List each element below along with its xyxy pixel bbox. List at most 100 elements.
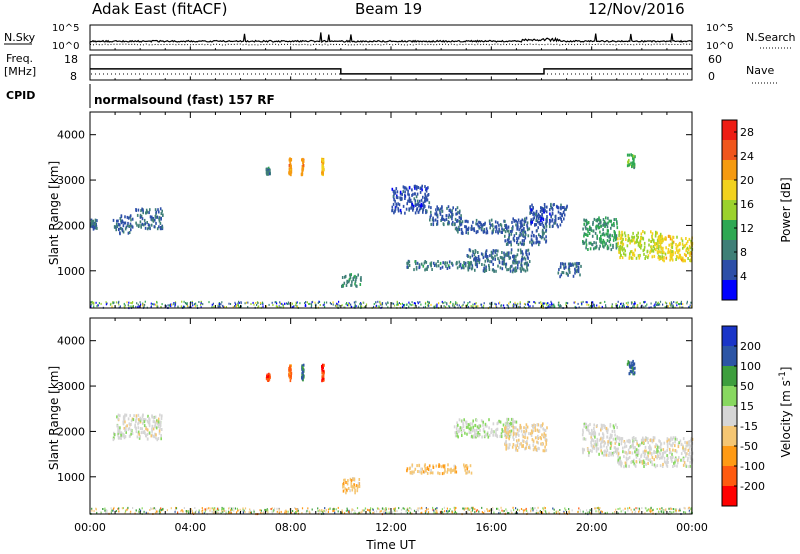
velocity-noise-point — [372, 511, 374, 514]
power-noise-point — [96, 305, 98, 308]
velocity-region-7-point — [475, 434, 478, 437]
velocity-noise-point — [426, 508, 428, 511]
velocity-region-10-point — [636, 451, 639, 455]
velocity-region-7-point — [514, 432, 516, 436]
power-region-12-point — [471, 264, 474, 268]
power-region-12-point — [490, 255, 493, 259]
power-region-17-point — [656, 231, 658, 235]
power-region-16-point — [599, 221, 601, 225]
velocity-region-8-point — [521, 433, 524, 437]
power-region-18-point — [681, 239, 684, 243]
power-noise-point — [686, 300, 688, 303]
velocity-region-11-point — [632, 369, 634, 372]
velocity-noise-point — [110, 507, 112, 510]
power-region-12-point — [498, 261, 501, 265]
velocity-region-10-point — [686, 458, 689, 462]
power-colorbar-swatch — [722, 280, 737, 300]
power-region-2-point — [148, 224, 151, 228]
power-noise-point — [517, 302, 519, 305]
power-noise-point — [675, 301, 677, 304]
velocity-noise-point — [405, 510, 407, 513]
power-region-11-point — [426, 265, 429, 269]
velocity-region-6-point — [435, 464, 438, 468]
power-region-9-point — [447, 205, 450, 209]
velocity-noise-point — [683, 511, 685, 514]
power-region-17-point — [628, 256, 631, 260]
power-region-2-point — [140, 225, 142, 229]
power-region-9-point — [445, 217, 448, 221]
velocity-noise-point — [112, 509, 114, 512]
velocity-region-11-point — [633, 371, 636, 375]
power-noise-point — [466, 304, 468, 307]
velocity-region-10-point — [635, 453, 638, 457]
velocity-region-10-point — [666, 442, 669, 446]
power-region-16-point — [613, 224, 615, 228]
velocity-noise-point — [497, 507, 499, 510]
power-noise-point — [115, 301, 118, 304]
velocity-region-6-point — [451, 469, 453, 473]
velocity-noise-point — [270, 508, 272, 510]
velocity-noise-point — [297, 509, 299, 512]
velocity-region-9-point — [612, 437, 615, 441]
velocity-region-9-point — [582, 428, 584, 432]
power-noise-point — [586, 303, 588, 306]
velocity-noise-point — [376, 507, 379, 510]
power-region-11-point — [418, 266, 420, 270]
power-noise-point — [615, 303, 617, 305]
power-region-12-point — [474, 268, 476, 272]
power-noise-point — [191, 303, 194, 306]
power-noise-point — [198, 301, 200, 303]
velocity-region-9-point — [602, 439, 604, 443]
power-region-17-point — [634, 248, 636, 252]
velocity-region-2-point — [288, 368, 290, 372]
velocity-region-8-point — [523, 430, 525, 434]
power-noise-point — [559, 305, 561, 308]
velocity-region-10-point — [620, 437, 622, 440]
velocity-region-0-point — [158, 429, 161, 433]
power-region-13-point — [522, 230, 524, 234]
velocity-noise-point — [689, 511, 691, 514]
power-region-16-point — [616, 226, 619, 230]
velocity-noise-point — [633, 508, 635, 511]
power-region-12-point — [503, 253, 506, 257]
power-noise-point — [667, 305, 669, 308]
velocity-noise-point — [443, 506, 445, 509]
power-region-9-point — [451, 209, 453, 213]
power-region-14-point — [554, 218, 556, 222]
velocity-noise-point — [690, 508, 692, 510]
power-noise-point — [180, 305, 182, 308]
power-region-16-point — [615, 234, 618, 238]
power-region-8-point — [397, 202, 399, 206]
velocity-region-10-point — [632, 443, 634, 447]
power-region-13-point — [515, 219, 517, 223]
power-region-18-point — [687, 248, 690, 251]
velocity-noise-point — [638, 507, 640, 510]
power-region-7-point — [341, 284, 343, 288]
power-region-17-point — [657, 247, 660, 251]
velocity-region-9-point — [613, 451, 615, 454]
power-noise-point — [467, 306, 470, 308]
power-region-8-point — [399, 192, 402, 196]
power-region-13-point — [516, 223, 519, 227]
velocity-region-10-point — [630, 460, 632, 464]
power-region-11-point — [463, 266, 465, 270]
velocity-noise-point — [432, 506, 434, 509]
power-noise-point — [157, 305, 159, 308]
velocity-region-10-point — [656, 448, 658, 452]
power-region-10-point — [481, 223, 483, 227]
velocity-region-10-point — [672, 436, 675, 440]
velocity-region-7-point — [462, 425, 465, 428]
velocity-noise-point — [542, 507, 544, 510]
power-region-12-point — [519, 248, 522, 252]
power-region-12-point — [495, 249, 497, 253]
power-region-1-point — [118, 223, 121, 227]
power-region-15-point — [575, 265, 578, 269]
power-noise-point — [452, 302, 454, 305]
power-noise-point — [519, 301, 521, 304]
velocity-noise-point — [306, 510, 308, 513]
velocity-region-9-point — [598, 452, 600, 456]
power-region-4-point — [290, 173, 292, 177]
velocity-region-10-point — [645, 457, 648, 461]
power-noise-point — [491, 303, 493, 306]
power-region-15-point — [557, 271, 560, 275]
